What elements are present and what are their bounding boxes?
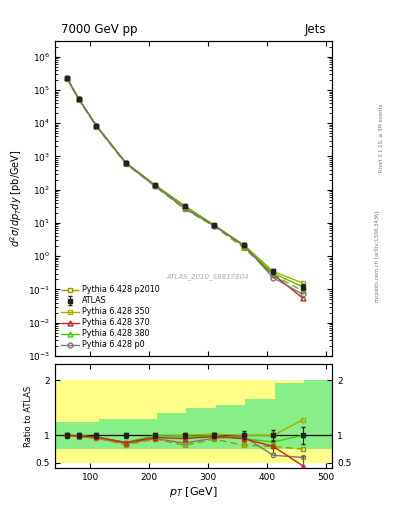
Pythia 6.428 p2010 (241, 245, 246, 251)
Pythia 6.428 p2010 (300, 288, 305, 294)
Text: 7000 GeV pp: 7000 GeV pp (61, 23, 137, 36)
Text: Jets: Jets (305, 23, 327, 36)
Y-axis label: Ratio to ATLAS: Ratio to ATLAS (24, 386, 33, 446)
Pythia 6.428 p2010 (182, 206, 187, 212)
Pythia 6.428 p2010 (76, 96, 81, 102)
Pythia 6.428 p2010 (94, 123, 99, 130)
X-axis label: $p_T$ [GeV]: $p_T$ [GeV] (169, 485, 218, 499)
Pythia 6.428 p2010 (123, 161, 128, 167)
Pythia 6.428 p2010 (153, 183, 158, 189)
Pythia 6.428 p2010 (64, 75, 69, 81)
Text: mcplots.cern.ch [arXiv:1306.3436]: mcplots.cern.ch [arXiv:1306.3436] (375, 210, 380, 302)
Pythia 6.428 p2010 (212, 223, 217, 229)
Y-axis label: $d^2\sigma/dp_T dy$ [pb/GeV]: $d^2\sigma/dp_T dy$ [pb/GeV] (8, 150, 24, 247)
Pythia 6.428 p2010 (271, 272, 275, 278)
Line: Pythia 6.428 p2010: Pythia 6.428 p2010 (64, 76, 305, 293)
Text: Rivet 3.1.10, ≥ 3M events: Rivet 3.1.10, ≥ 3M events (379, 104, 384, 173)
Legend: Pythia 6.428 p2010, ATLAS, Pythia 6.428 350, Pythia 6.428 370, Pythia 6.428 380,: Pythia 6.428 p2010, ATLAS, Pythia 6.428 … (59, 283, 163, 352)
Text: ATLAS_2010_S8817804: ATLAS_2010_S8817804 (166, 274, 249, 281)
